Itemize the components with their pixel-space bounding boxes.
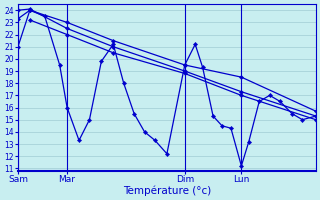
- X-axis label: Température (°c): Température (°c): [123, 185, 211, 196]
